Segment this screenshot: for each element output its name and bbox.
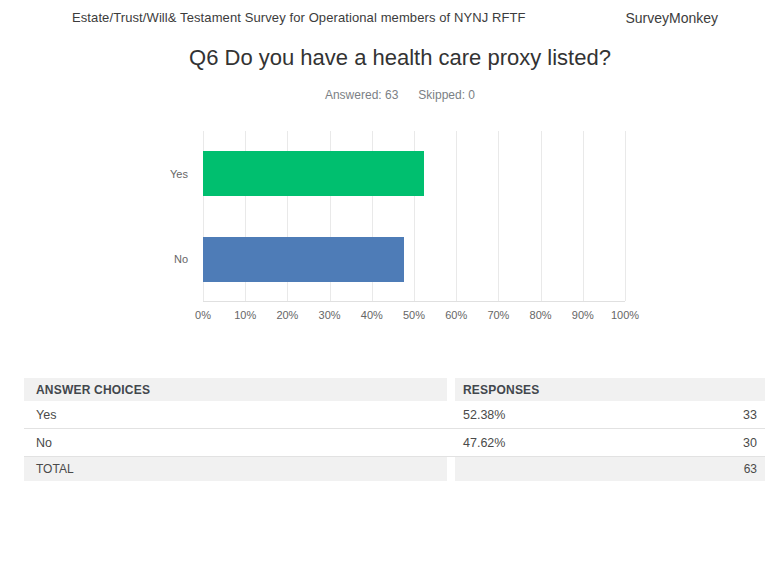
x-axis-tick-label: 80% xyxy=(530,309,552,321)
response-cell: 52.38% 33 xyxy=(455,401,765,428)
bar-chart: 0% 10% 20% 30% 40% 50% 60% 70% 80% 90% 100% Yes No xyxy=(0,131,780,331)
responses-header-label: RESPONSES xyxy=(463,383,540,397)
column-gap xyxy=(447,429,455,456)
column-gap xyxy=(447,401,455,428)
header-cell-responses: RESPONSES xyxy=(455,378,765,401)
x-axis-tick-label: 90% xyxy=(572,309,594,321)
answer-choices-header-label: ANSWER CHOICES xyxy=(36,383,150,397)
y-axis-category-label: Yes xyxy=(170,168,188,180)
response-stats: Answered: 63 Skipped: 0 xyxy=(20,88,780,102)
table-header-row: ANSWER CHOICES RESPONSES xyxy=(24,378,765,401)
choice-label: Yes xyxy=(36,408,56,422)
x-axis-tick-label: 50% xyxy=(403,309,425,321)
table-row: Yes 52.38% 33 xyxy=(24,401,765,429)
total-count: 63 xyxy=(744,462,757,476)
survey-title: Estate/Trust/Will& Testament Survey for … xyxy=(72,9,526,26)
skipped-count: Skipped: 0 xyxy=(418,88,475,102)
x-axis-tick-label: 60% xyxy=(445,309,467,321)
gridline xyxy=(583,131,584,301)
total-count-cell: 63 xyxy=(455,457,765,481)
choice-cell: Yes xyxy=(24,401,447,428)
surveymonkey-logo: SurveyMonkey xyxy=(625,9,718,26)
table-total-row: TOTAL 63 xyxy=(24,457,765,481)
question-title: Q6 Do you have a health care proxy liste… xyxy=(20,45,780,71)
total-label: TOTAL xyxy=(36,462,74,476)
column-gap xyxy=(447,378,455,401)
plot-area: 0%10%20%30%40%50%60%70%80%90%100%YesNo xyxy=(203,131,625,302)
gridline xyxy=(541,131,542,301)
x-axis-tick-label: 0% xyxy=(195,309,211,321)
header-cell-answer-choices: ANSWER CHOICES xyxy=(24,378,447,401)
x-axis-tick-label: 10% xyxy=(234,309,256,321)
bar-no xyxy=(203,237,404,282)
answered-count: Answered: 63 xyxy=(325,88,398,102)
gridline xyxy=(456,131,457,301)
total-label-cell: TOTAL xyxy=(24,457,447,481)
page-header: Estate/Trust/Will& Testament Survey for … xyxy=(0,0,780,26)
response-percent: 52.38% xyxy=(463,408,505,422)
x-axis-tick-label: 20% xyxy=(276,309,298,321)
x-axis-tick-label: 30% xyxy=(319,309,341,321)
x-axis-tick-label: 70% xyxy=(487,309,509,321)
response-count: 30 xyxy=(743,436,757,450)
bar-yes xyxy=(203,151,424,196)
x-axis-tick-label: 40% xyxy=(361,309,383,321)
gridline xyxy=(625,131,626,301)
response-count: 33 xyxy=(743,408,757,422)
table-row: No 47.62% 30 xyxy=(24,429,765,457)
column-gap xyxy=(447,457,455,481)
response-percent: 47.62% xyxy=(463,436,505,450)
gridline xyxy=(498,131,499,301)
x-axis-tick-label: 100% xyxy=(611,309,639,321)
response-cell: 47.62% 30 xyxy=(455,429,765,456)
results-table: ANSWER CHOICES RESPONSES Yes 52.38% 33 N… xyxy=(24,378,765,481)
choice-cell: No xyxy=(24,429,447,456)
choice-label: No xyxy=(36,436,52,450)
y-axis-category-label: No xyxy=(174,253,188,265)
